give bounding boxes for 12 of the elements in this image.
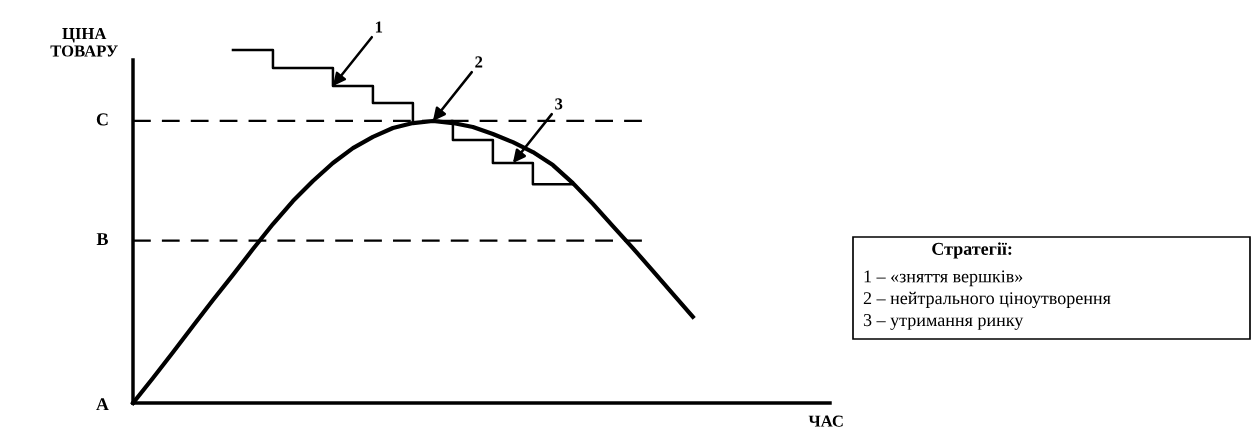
text: A	[96, 398, 109, 411]
text: 1 – «зняття вершків»	[864, 270, 1023, 287]
y-axis-title: ЦІНА ТОВАРУ	[50, 28, 118, 57]
text: 1	[375, 21, 383, 33]
text: ЧАС	[808, 415, 843, 427]
ref-line-label: C	[96, 113, 108, 126]
text: 3 – утримання ринку	[863, 314, 1024, 330]
text: Стратегії:	[932, 242, 1012, 259]
text: 2	[475, 56, 483, 68]
ref-line-label: B	[96, 233, 108, 246]
text: 3	[555, 98, 563, 110]
text: 2 – нейтрального ціноутворення	[863, 291, 1111, 308]
